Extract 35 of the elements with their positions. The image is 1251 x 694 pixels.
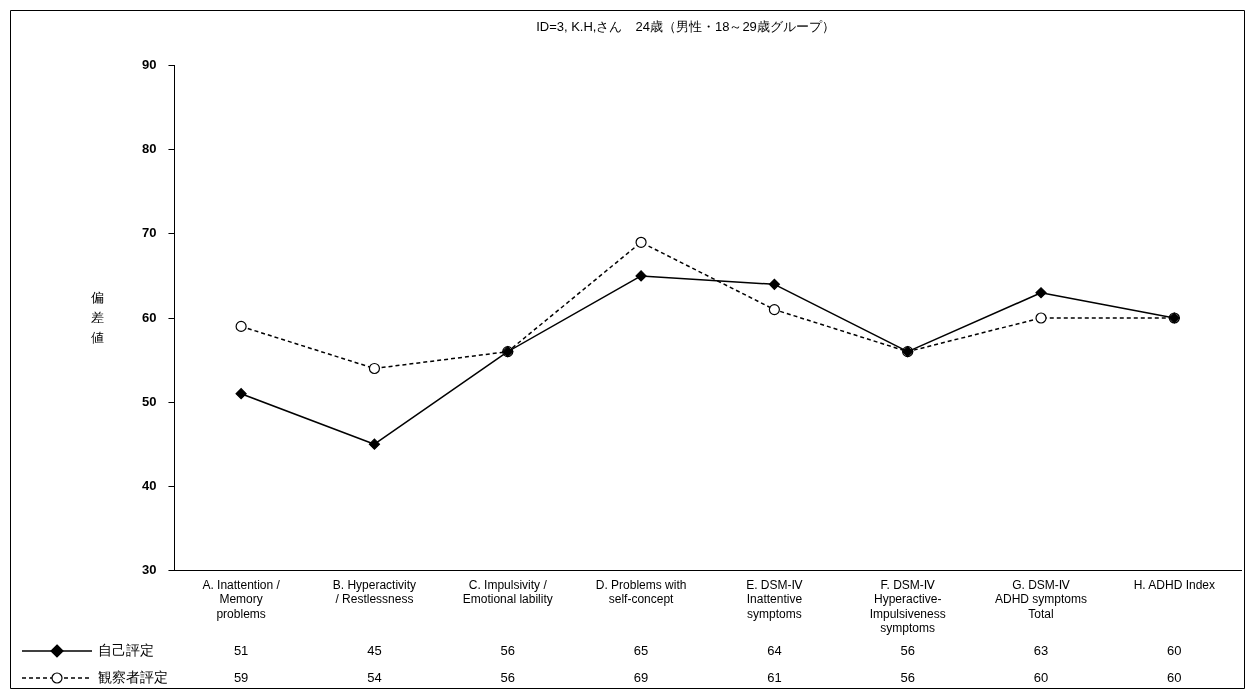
data-label: 60: [1167, 669, 1182, 685]
data-label: 64: [767, 642, 782, 658]
x-tick-label: D. Problems with self-concept: [595, 577, 687, 607]
x-tick-label: C. Impulsivity / Emotional lability: [462, 577, 553, 607]
data-label: 56: [500, 669, 515, 685]
x-tick-label: H. ADHD Index: [1133, 577, 1216, 592]
chart-title: ID=3, K.H,さん 24歳（男性・18～29歳グループ）: [536, 19, 835, 35]
y-tick-label: 30: [141, 561, 157, 577]
y-tick-label: 60: [141, 309, 157, 325]
data-label: 56: [900, 669, 915, 685]
data-label: 60: [1033, 669, 1049, 685]
data-label: 56: [900, 642, 915, 658]
data-label: 54: [367, 669, 382, 685]
data-label: 59: [233, 669, 249, 685]
data-label: 63: [1033, 642, 1049, 658]
legend-label: 自己評定: [98, 641, 154, 658]
legend-label: 観察者評定: [98, 668, 168, 685]
y-tick-label: 50: [141, 393, 157, 409]
data-label: 60: [1167, 642, 1182, 658]
data-label: 51: [233, 642, 249, 658]
x-tick-label: B. Hyperactivity / Restlessness: [332, 577, 417, 607]
x-tick-label: G. DSM-Ⅳ ADHD symptoms Total: [995, 577, 1088, 621]
y-tick-label: 70: [141, 225, 157, 241]
data-label: 45: [367, 642, 382, 658]
y-tick-label: 40: [141, 477, 157, 493]
data-label: 65: [633, 642, 649, 658]
x-tick-label: A. Inattention / Memory problems: [202, 577, 281, 621]
y-tick-label: 80: [141, 141, 157, 157]
data-label: 69: [633, 669, 649, 685]
x-tick-label: F. DSM-Ⅳ Hyperactive- Impulsiveness symptoms: [869, 577, 946, 636]
x-tick-label: E. DSM-Ⅳ Inattentive symptoms: [746, 577, 803, 621]
y-axis-title: 偏差値: [90, 289, 104, 345]
data-label: 56: [500, 642, 515, 658]
data-label: 61: [767, 669, 782, 685]
y-tick-label: 90: [141, 57, 157, 73]
